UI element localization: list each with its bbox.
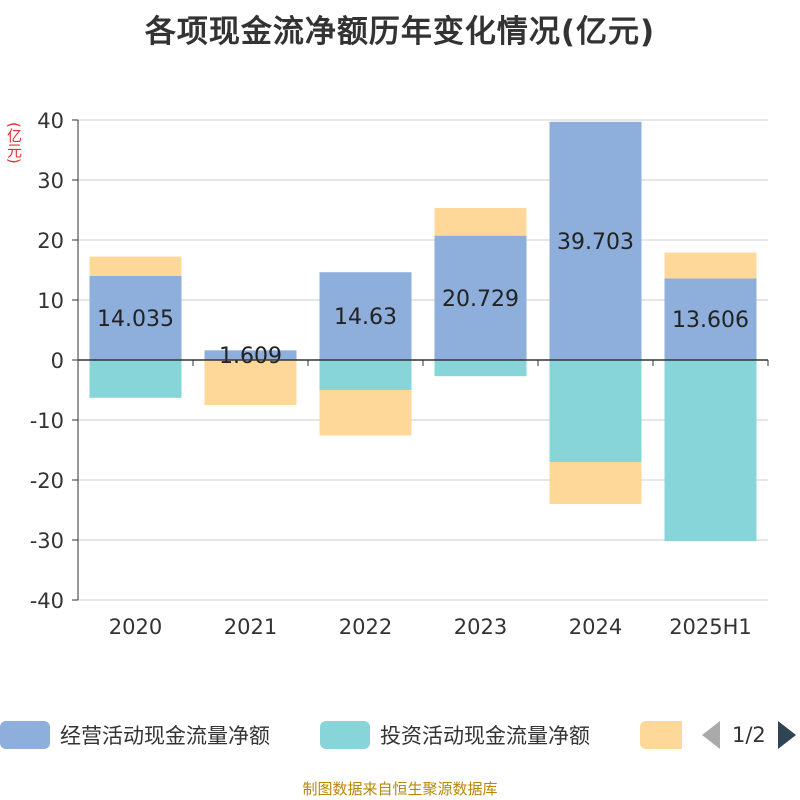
y-tick-label: -30 bbox=[30, 529, 64, 553]
y-tick-label: -10 bbox=[30, 409, 64, 433]
legend-item-financing[interactable] bbox=[640, 715, 682, 755]
x-tick-label: 2023 bbox=[454, 615, 507, 639]
bar-operating bbox=[204, 350, 297, 360]
bar-operating bbox=[549, 121, 642, 360]
data-source-note: 制图数据来自恒生聚源数据库 bbox=[302, 780, 498, 798]
legend-label-operating: 经营活动现金流量净额 bbox=[60, 724, 270, 748]
bar-chart: 40 30 20 10 0 -10 -20 -30 -40 14.035 1.609 14.63 20.… bbox=[30, 109, 769, 639]
bar-financing bbox=[319, 390, 412, 436]
y-tick-label: 20 bbox=[37, 229, 64, 253]
bar-investing bbox=[664, 360, 757, 542]
y-tick-label: 40 bbox=[37, 109, 64, 133]
legend-pager: 1/2 bbox=[702, 715, 796, 755]
data-label: 39.703 bbox=[557, 230, 634, 255]
legend-prev-page-icon[interactable] bbox=[702, 721, 720, 749]
legend-item-investing[interactable]: 投资活动现金流量净额 bbox=[320, 715, 590, 755]
legend-page-indicator: 1/2 bbox=[732, 723, 766, 747]
bar-investing bbox=[434, 360, 527, 377]
bar-operating bbox=[664, 278, 757, 360]
legend-swatch-financing bbox=[640, 721, 682, 749]
bar-investing bbox=[549, 360, 642, 462]
bar-operating bbox=[89, 275, 182, 360]
x-tick-label: 2021 bbox=[224, 615, 277, 639]
data-label: 1.609 bbox=[219, 344, 282, 369]
y-tick-label: 30 bbox=[37, 169, 64, 193]
y-tick-label: -40 bbox=[30, 589, 64, 613]
bar-financing bbox=[664, 252, 757, 279]
data-label: 13.606 bbox=[672, 308, 749, 333]
chart-title: 各项现金流净额历年变化情况(亿元) bbox=[144, 14, 656, 50]
bar-investing bbox=[89, 360, 182, 398]
y-tick-label: 0 bbox=[51, 349, 64, 373]
bar-financing bbox=[434, 208, 527, 236]
legend-next-page-icon[interactable] bbox=[777, 721, 796, 749]
data-label: 14.035 bbox=[97, 307, 174, 332]
legend-item-operating[interactable]: 经营活动现金流量净额 bbox=[0, 715, 270, 755]
x-tick-label: 2025H1 bbox=[669, 615, 752, 639]
legend-label-investing: 投资活动现金流量净额 bbox=[380, 724, 590, 748]
bar-financing bbox=[204, 360, 297, 405]
y-tick-label: -20 bbox=[30, 469, 64, 493]
bar-financing bbox=[89, 256, 182, 276]
x-tick-label: 2024 bbox=[569, 615, 622, 639]
legend-swatch-investing bbox=[320, 721, 370, 749]
bar-financing bbox=[549, 462, 642, 504]
bar-investing bbox=[319, 360, 412, 390]
x-tick-label: 2022 bbox=[339, 615, 392, 639]
y-axis-unit-label: (亿元) bbox=[5, 122, 23, 164]
data-label: 14.63 bbox=[334, 305, 397, 330]
legend-swatch-operating bbox=[0, 721, 50, 749]
bar-operating bbox=[434, 235, 527, 360]
y-tick-label: 10 bbox=[37, 289, 64, 313]
x-tick-label: 2020 bbox=[109, 615, 162, 639]
bar-operating bbox=[319, 272, 412, 360]
data-label: 20.729 bbox=[442, 287, 519, 312]
legend: 经营活动现金流量净额 投资活动现金流量净额 1/2 bbox=[0, 715, 800, 755]
